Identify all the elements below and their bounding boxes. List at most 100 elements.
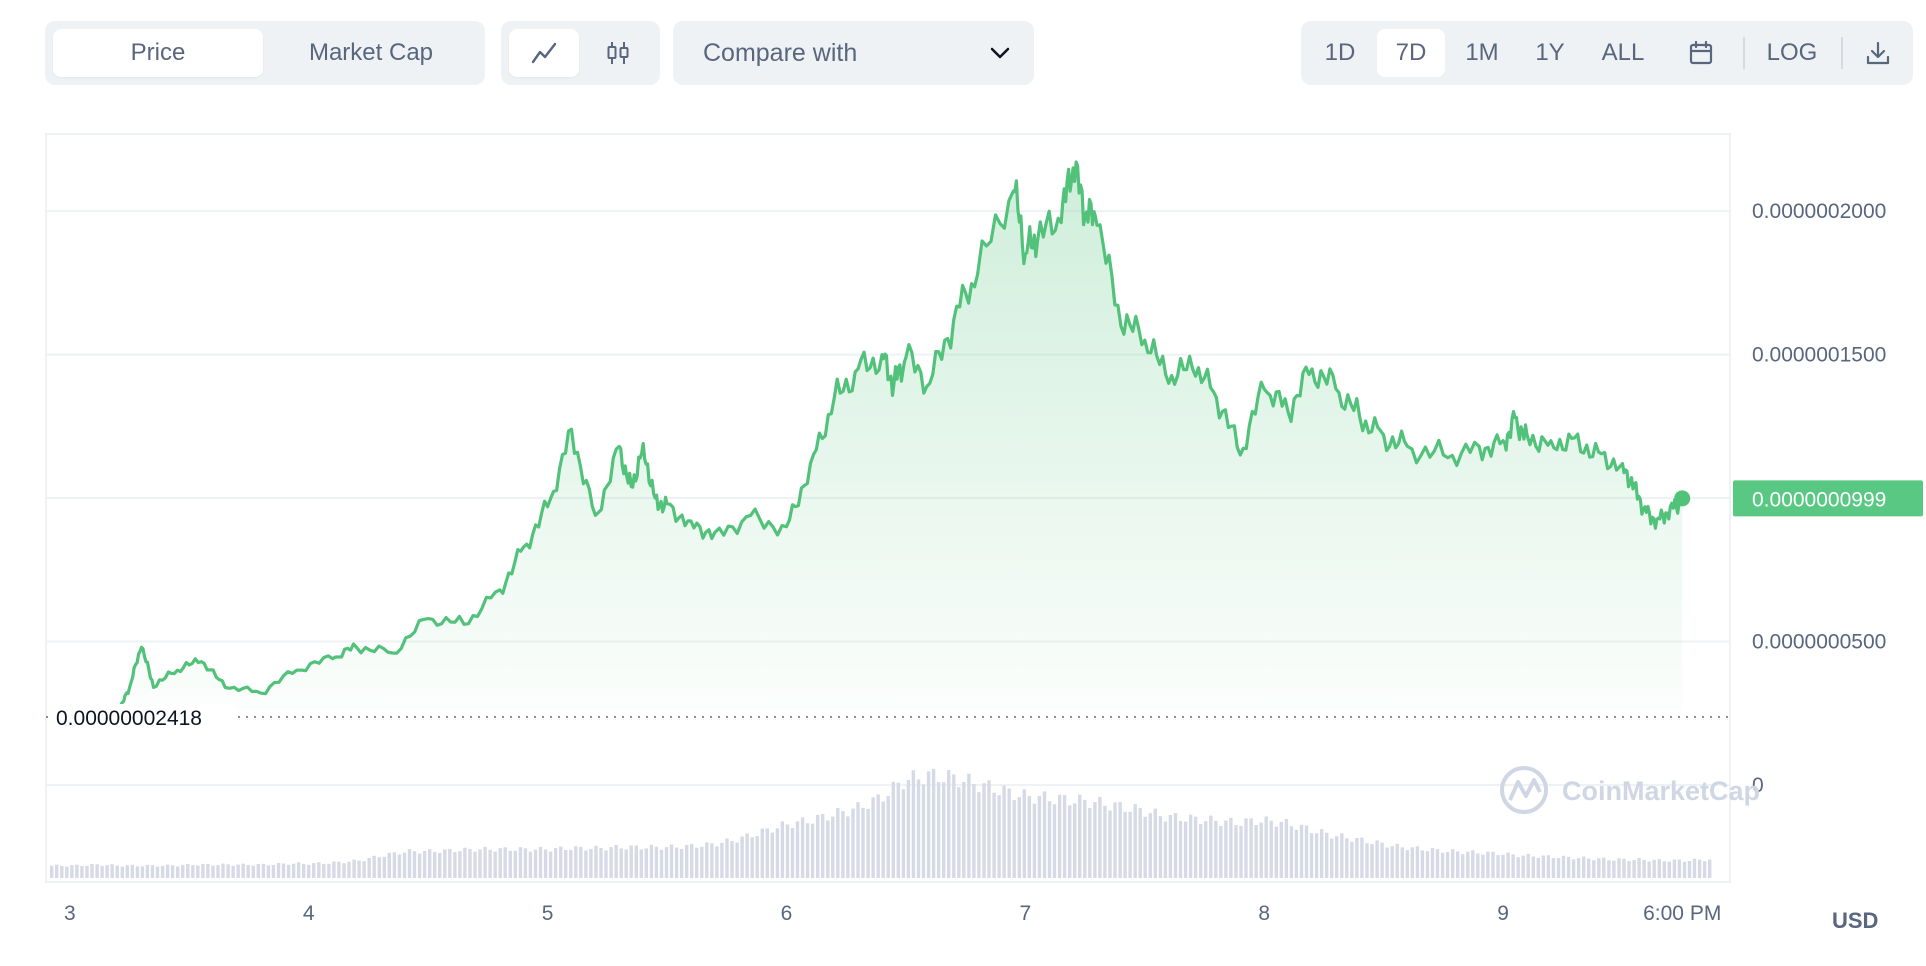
volume-bar <box>115 865 119 878</box>
volume-bar <box>826 820 830 878</box>
volume-bar <box>695 847 699 878</box>
volume-bar <box>755 836 759 878</box>
price-line <box>116 160 1684 718</box>
volume-bar <box>1375 840 1379 878</box>
x-axis: 3 4 5 6 7 8 9 6:00 PM <box>64 902 1721 925</box>
volume-bar <box>231 865 235 878</box>
volume-bar <box>226 864 230 878</box>
volume-bar <box>1335 836 1339 878</box>
volume-bar <box>871 797 875 878</box>
volume-bar <box>1168 814 1173 878</box>
volume-bar <box>221 863 225 878</box>
range-all-button[interactable]: ALL <box>1601 39 1645 66</box>
volume-bar <box>307 864 311 878</box>
volume-bar <box>493 851 497 878</box>
volume-bar <box>599 847 603 878</box>
volume-bar <box>589 849 593 878</box>
volume-bar <box>1047 801 1052 878</box>
volume-bar <box>266 865 271 878</box>
volume-bar <box>1188 814 1193 878</box>
volume-bar <box>861 807 865 878</box>
volume-bar <box>559 846 563 878</box>
volume-bar <box>669 844 674 878</box>
volume-bar <box>1284 818 1289 878</box>
volume-bar <box>720 842 724 878</box>
volume-bar <box>1118 802 1122 878</box>
volume-bar <box>1178 820 1183 878</box>
volume-bar <box>775 828 780 878</box>
log-scale-button[interactable]: LOG <box>1766 39 1818 66</box>
download-button[interactable] <box>1849 29 1907 77</box>
volume-bar <box>609 847 613 878</box>
compare-with-label: Compare with <box>703 39 858 67</box>
volume-bar <box>805 823 810 878</box>
volume-bar <box>1627 861 1631 878</box>
volume-bar <box>1546 855 1551 878</box>
volume-bar <box>785 824 790 878</box>
volume-bar <box>1103 805 1107 878</box>
volume-bar <box>1219 826 1223 878</box>
line-chart-button[interactable] <box>509 29 579 77</box>
range-1d-button[interactable]: 1D <box>1324 39 1356 66</box>
volume-bar <box>1209 815 1213 878</box>
price-tab[interactable]: Price <box>53 29 263 77</box>
volume-bar <box>488 849 492 878</box>
volume-bar <box>685 845 689 878</box>
volume-bar <box>1536 857 1540 878</box>
volume-bar <box>987 780 991 878</box>
volume-bar <box>1360 837 1364 878</box>
volume-bar <box>901 789 906 878</box>
x-tick-label: 7 <box>1020 902 1032 925</box>
volume-bar <box>639 849 643 878</box>
range-7d-button[interactable]: 7D <box>1377 29 1445 77</box>
volume-bar <box>473 851 477 878</box>
price-area <box>117 162 1683 716</box>
volume-bar <box>1002 785 1006 878</box>
volume-bar <box>952 774 956 878</box>
volume-bar <box>745 833 749 878</box>
volume-bar <box>962 782 966 878</box>
volume-bar <box>327 863 331 878</box>
volume-bar <box>579 846 583 878</box>
y-tick-label: 0.0000001500 <box>1752 344 1886 367</box>
volume-bar <box>1597 858 1601 878</box>
volume-bar <box>1486 851 1490 878</box>
volume-bar <box>291 863 296 878</box>
y-tick-label: 0 <box>1752 774 1764 797</box>
volume-bar <box>1440 852 1445 878</box>
candlestick-button[interactable] <box>583 29 653 77</box>
market-cap-tab[interactable]: Market Cap <box>308 39 434 66</box>
range-1y-button[interactable]: 1Y <box>1535 39 1565 66</box>
volume-bar <box>1390 846 1394 878</box>
volume-bar <box>1476 853 1480 878</box>
volume-bar <box>417 853 422 878</box>
volume-bar <box>891 781 895 878</box>
volume-bar <box>1309 833 1314 878</box>
compare-with-dropdown[interactable]: Compare with <box>673 21 1034 85</box>
volume-bar <box>1531 856 1535 878</box>
volume-bar <box>750 837 754 878</box>
volume-bar <box>1254 825 1258 878</box>
volume-bar <box>831 816 835 878</box>
volume-bar <box>478 849 482 878</box>
volume-bar <box>276 863 281 878</box>
volume-bar <box>186 863 190 878</box>
volume-bar <box>1304 825 1309 878</box>
volume-bar <box>1657 859 1661 878</box>
range-1m-button[interactable]: 1M <box>1465 39 1499 66</box>
volume-bar <box>1582 856 1586 878</box>
date-range-button[interactable] <box>1671 29 1731 77</box>
volume-bar <box>458 851 462 878</box>
volume-bar <box>553 848 558 878</box>
volume-bar <box>1420 850 1425 878</box>
volume-bar <box>1521 855 1525 878</box>
volume-bar <box>659 849 664 878</box>
volume-bar <box>503 847 507 878</box>
volume-bar <box>715 846 719 878</box>
volume-bar <box>1496 855 1500 878</box>
volume-bar <box>1456 851 1460 878</box>
volume-bar <box>261 863 266 878</box>
volume-bar <box>1244 818 1248 878</box>
volume-bar <box>957 787 961 878</box>
